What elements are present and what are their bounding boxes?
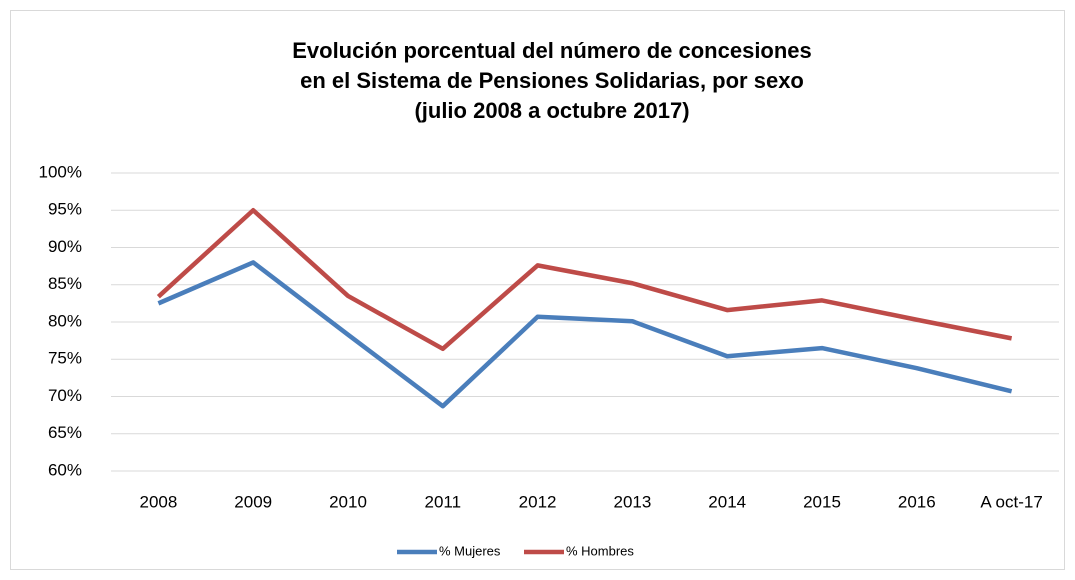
x-tick-label: A oct-17 [980, 492, 1042, 511]
chart-title: (julio 2008 a octubre 2017) [414, 98, 689, 123]
y-tick-label: 100% [39, 162, 82, 181]
legend-label: % Mujeres [439, 543, 501, 558]
y-tick-label: 60% [48, 460, 82, 479]
x-tick-label: 2008 [139, 492, 177, 511]
chart-title: Evolución porcentual del número de conce… [292, 38, 812, 63]
x-tick-label: 2013 [613, 492, 651, 511]
legend-label: % Hombres [566, 543, 634, 558]
x-tick-label: 2009 [234, 492, 272, 511]
y-tick-label: 95% [48, 200, 82, 219]
x-tick-label: 2010 [329, 492, 367, 511]
y-tick-label: 80% [48, 311, 82, 330]
x-tick-label: 2011 [425, 492, 462, 511]
y-tick-label: 85% [48, 274, 82, 293]
series-line [157, 260, 1013, 409]
y-tick-label: 90% [48, 237, 82, 256]
series-line [156, 208, 1013, 352]
y-tick-label: 65% [48, 423, 82, 442]
x-tick-label: 2014 [708, 492, 746, 511]
chart-title: en el Sistema de Pensiones Solidarias, p… [300, 68, 804, 93]
y-tick-label: 70% [48, 386, 82, 405]
x-tick-label: 2012 [519, 492, 557, 511]
x-tick-label: 2015 [803, 492, 841, 511]
y-tick-label: 75% [48, 349, 82, 368]
x-tick-label: 2016 [898, 492, 936, 511]
